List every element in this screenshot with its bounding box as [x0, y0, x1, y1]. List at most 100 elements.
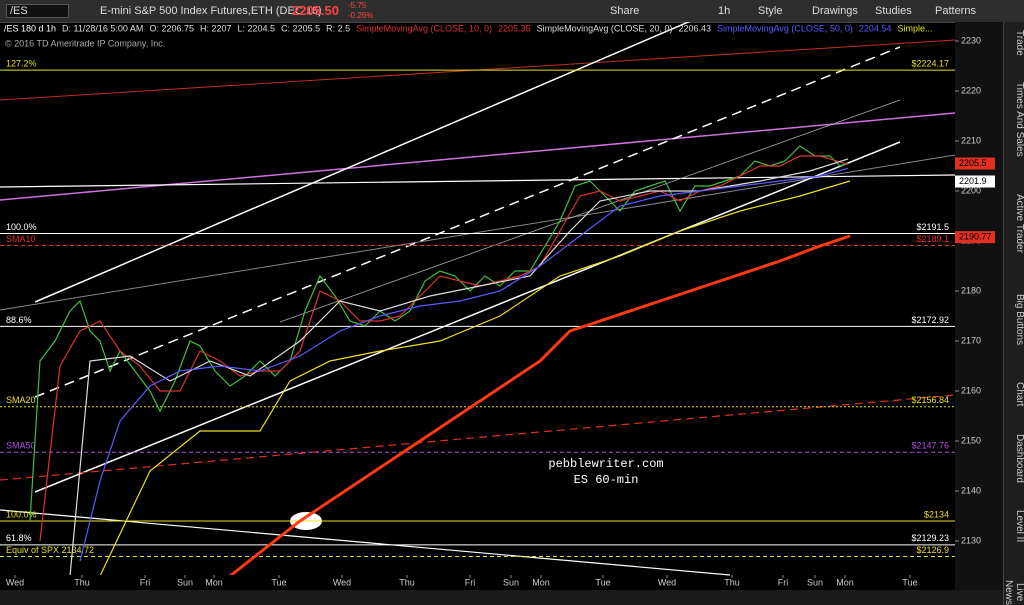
description: E-mini S&P 500 Index Futures,ETH (DEC 16… [100, 5, 322, 17]
level-label: 61.8% [6, 533, 32, 543]
level-value: $2189.1 [916, 234, 949, 244]
toolbar-button[interactable]: Patterns [935, 5, 976, 17]
level-label: SMA50 [6, 441, 36, 451]
x-tick-label: Wed [658, 577, 676, 587]
trendline [34, 46, 901, 398]
y-tick-label: 2210 [961, 135, 981, 145]
symbol-box[interactable]: /ES [6, 4, 69, 18]
side-tab[interactable]: Big Buttons [1014, 294, 1024, 346]
level-label: 88.6% [6, 315, 32, 325]
price-tag [955, 157, 995, 170]
x-tick-label: Sun [177, 577, 193, 587]
x-tick-label: Tue [595, 577, 610, 587]
x-tick-label: Sun [807, 577, 823, 587]
toolbar-button[interactable]: Studies [875, 5, 912, 17]
level-value: $2129.23 [911, 533, 949, 543]
trendline [0, 509, 731, 576]
level-label: SMA10 [6, 234, 36, 244]
y-tick-label: 2180 [961, 285, 981, 295]
y-tick-label: 2230 [961, 35, 981, 45]
info-field: L: 2204.5 [238, 23, 276, 33]
side-tab[interactable]: Dashboard [1014, 434, 1024, 483]
level-label: SMA20 [6, 395, 36, 405]
price-tag-label: 2190.77 [959, 232, 992, 242]
toolbar-button[interactable]: Share [610, 5, 640, 17]
series-line [79, 167, 849, 562]
side-tab[interactable]: Live News [1003, 580, 1024, 605]
y-tick-label: 2220 [961, 85, 981, 95]
level-value: $2134 [924, 509, 949, 519]
trendline [34, 22, 691, 303]
study-value: 2206.43 [678, 23, 711, 33]
x-tick-label: Wed [333, 577, 351, 587]
price-tag [955, 175, 995, 188]
price-tag [955, 231, 995, 244]
trendline [0, 174, 956, 188]
study-value: 2205.35 [498, 23, 531, 33]
change: -5.75 [348, 1, 367, 10]
info-field: R: 2.5 [326, 23, 350, 33]
side-tab[interactable]: Times And Sales [1014, 82, 1024, 157]
level-value: $2224.17 [911, 59, 949, 69]
annotation: ES 60-min [574, 473, 639, 487]
info-field: D: 11/28/16 5:00 AM [62, 23, 143, 33]
x-tick-label: Wed [6, 577, 24, 587]
x-tick-label: Mon [205, 577, 223, 587]
trendline [0, 394, 956, 481]
x-tick-label: Mon [532, 577, 550, 587]
series-line [69, 158, 849, 575]
x-tick-label: Fri [778, 577, 789, 587]
level-value: $2156.84 [911, 395, 949, 405]
level-label: 100.0% [6, 509, 37, 519]
level-value: $2191.5 [916, 222, 949, 232]
last-price: 2205.50 [292, 3, 339, 18]
level-label: 100.0% [6, 222, 37, 232]
chart: © 2016 TD Ameritrade IP Company, Inc. pe… [0, 22, 1003, 605]
x-tick-label: Thu [74, 577, 90, 587]
info-field: /ES 180 d 1h [4, 23, 56, 33]
level-label: Equiv of SPX 2134.72 [6, 545, 94, 555]
y-tick-label: 2200 [961, 185, 981, 195]
toolbar-button[interactable]: Drawings [812, 5, 858, 17]
y-tick-label: 2170 [961, 335, 981, 345]
x-tick-label: Tue [902, 577, 917, 587]
y-tick-label: 2160 [961, 385, 981, 395]
side-tab[interactable]: Trade [1014, 30, 1024, 56]
copyright: © 2016 TD Ameritrade IP Company, Inc. [5, 38, 165, 48]
series-line [99, 180, 851, 575]
y-tick-label: 2150 [961, 435, 981, 445]
x-tick-label: Thu [724, 577, 740, 587]
info-field: O: 2206.75 [149, 23, 194, 33]
y-tick-label: 2140 [961, 485, 981, 495]
toolbar-button[interactable]: Style [758, 5, 783, 17]
trendline [34, 141, 901, 493]
series-line [29, 145, 849, 522]
change-pct: -0.26% [348, 11, 374, 20]
study-more: Simple... [897, 23, 932, 33]
side-tab[interactable]: Active Trader [1014, 194, 1024, 253]
info-field: H: 2207 [200, 23, 232, 33]
series-line [229, 234, 851, 575]
info-field: C: 2205.5 [281, 23, 320, 33]
price-axis [955, 22, 1003, 605]
scrollbar[interactable] [0, 590, 1003, 605]
x-tick-label: Sun [503, 577, 519, 587]
x-tick-label: Tue [271, 577, 286, 587]
level-label: 127.2% [6, 59, 37, 69]
level-value: $2172.92 [911, 315, 949, 325]
side-tab[interactable]: Level II [1014, 510, 1024, 543]
study-name: SimpleMovingAvg (CLOSE, 20, 0) [537, 23, 673, 33]
level-value: $2147.76 [911, 441, 949, 451]
x-tick-label: Mon [836, 577, 854, 587]
study-name: SimpleMovingAvg (CLOSE, 50, 0) [717, 23, 853, 33]
price-tag-label: 2205.5 [959, 158, 987, 168]
annotation: pebblewriter.com [548, 457, 663, 471]
study-name: SimpleMovingAvg (CLOSE, 10, 0) [356, 23, 492, 33]
price-tag-label: 2201.9 [959, 176, 987, 186]
x-tick-label: Fri [140, 577, 151, 587]
trendline [0, 154, 956, 311]
level-value: $2126.9 [916, 545, 949, 555]
toolbar-button[interactable]: 1h [718, 5, 731, 17]
side-tab[interactable]: Chart [1014, 382, 1024, 407]
